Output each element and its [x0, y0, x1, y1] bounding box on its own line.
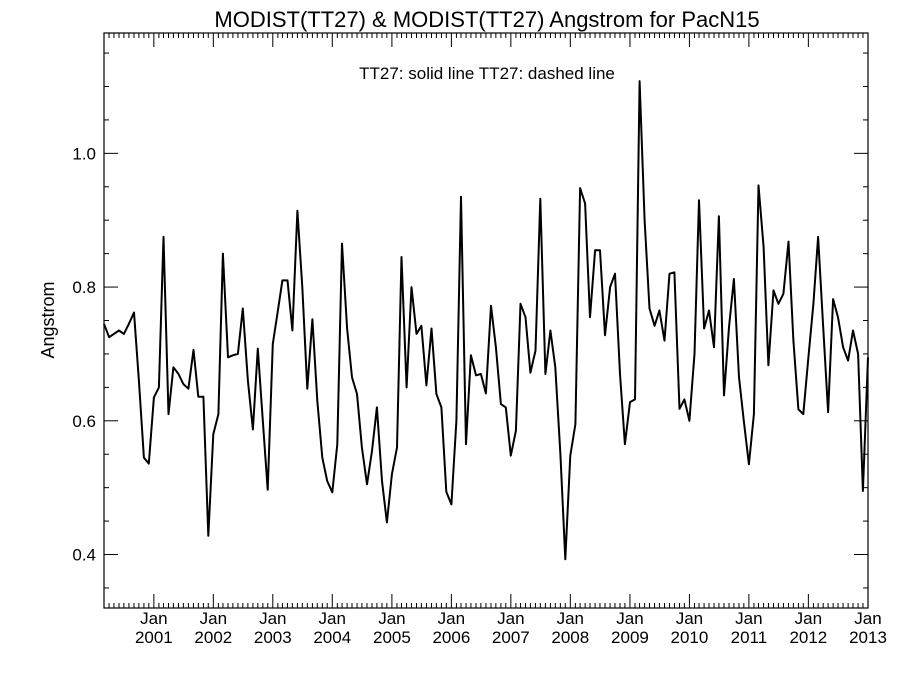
x-tick-year-label: 2011: [731, 628, 768, 647]
x-tick-month-label: Jan: [735, 609, 762, 628]
x-tick-year-label: 2002: [194, 628, 232, 647]
x-tick-year-label: 2007: [492, 628, 530, 647]
x-tick-year-label: 2006: [432, 628, 470, 647]
y-tick-label: 0.8: [72, 278, 96, 297]
x-tick-month-label: Jan: [438, 609, 465, 628]
x-tick-year-label: 2013: [849, 628, 887, 647]
x-tick-year-label: 2005: [373, 628, 411, 647]
x-tick-year-label: 2003: [254, 628, 292, 647]
x-tick-year-label: 2001: [135, 628, 173, 647]
y-tick-label: 0.4: [72, 546, 96, 565]
x-tick-month-label: Jan: [616, 609, 643, 628]
x-tick-month-label: Jan: [557, 609, 584, 628]
y-tick-label: 0.6: [72, 412, 96, 431]
x-tick-month-label: Jan: [378, 609, 405, 628]
series-line-solid: [103, 80, 869, 561]
x-tick-month-label: Jan: [259, 609, 286, 628]
plot-frame: [103, 32, 869, 609]
x-tick-month-label: Jan: [319, 609, 346, 628]
x-tick-month-label: Jan: [795, 609, 822, 628]
x-tick-month-label: Jan: [497, 609, 524, 628]
x-tick-year-label: 2009: [611, 628, 649, 647]
legend-annotation: TT27: solid line TT27: dashed line: [359, 64, 615, 83]
y-axis-label: Angstrom: [38, 281, 58, 358]
series-layer: [103, 80, 869, 561]
x-tick-month-label: Jan: [854, 609, 881, 628]
chart-title: MODIST(TT27) & MODIST(TT27) Angstrom for…: [214, 7, 759, 32]
x-tick-month-label: Jan: [200, 609, 227, 628]
x-tick-year-label: 2004: [313, 628, 351, 647]
x-tick-month-label: Jan: [140, 609, 167, 628]
y-tick-label: 1.0: [72, 144, 96, 163]
x-tick-month-label: Jan: [676, 609, 703, 628]
x-tick-year-label: 2012: [789, 628, 827, 647]
x-tick-year-label: 2008: [551, 628, 589, 647]
x-tick-year-label: 2010: [671, 628, 709, 647]
axis-ticks: 0.40.60.81.0Jan2001Jan2002Jan2003Jan2004…: [72, 33, 887, 647]
